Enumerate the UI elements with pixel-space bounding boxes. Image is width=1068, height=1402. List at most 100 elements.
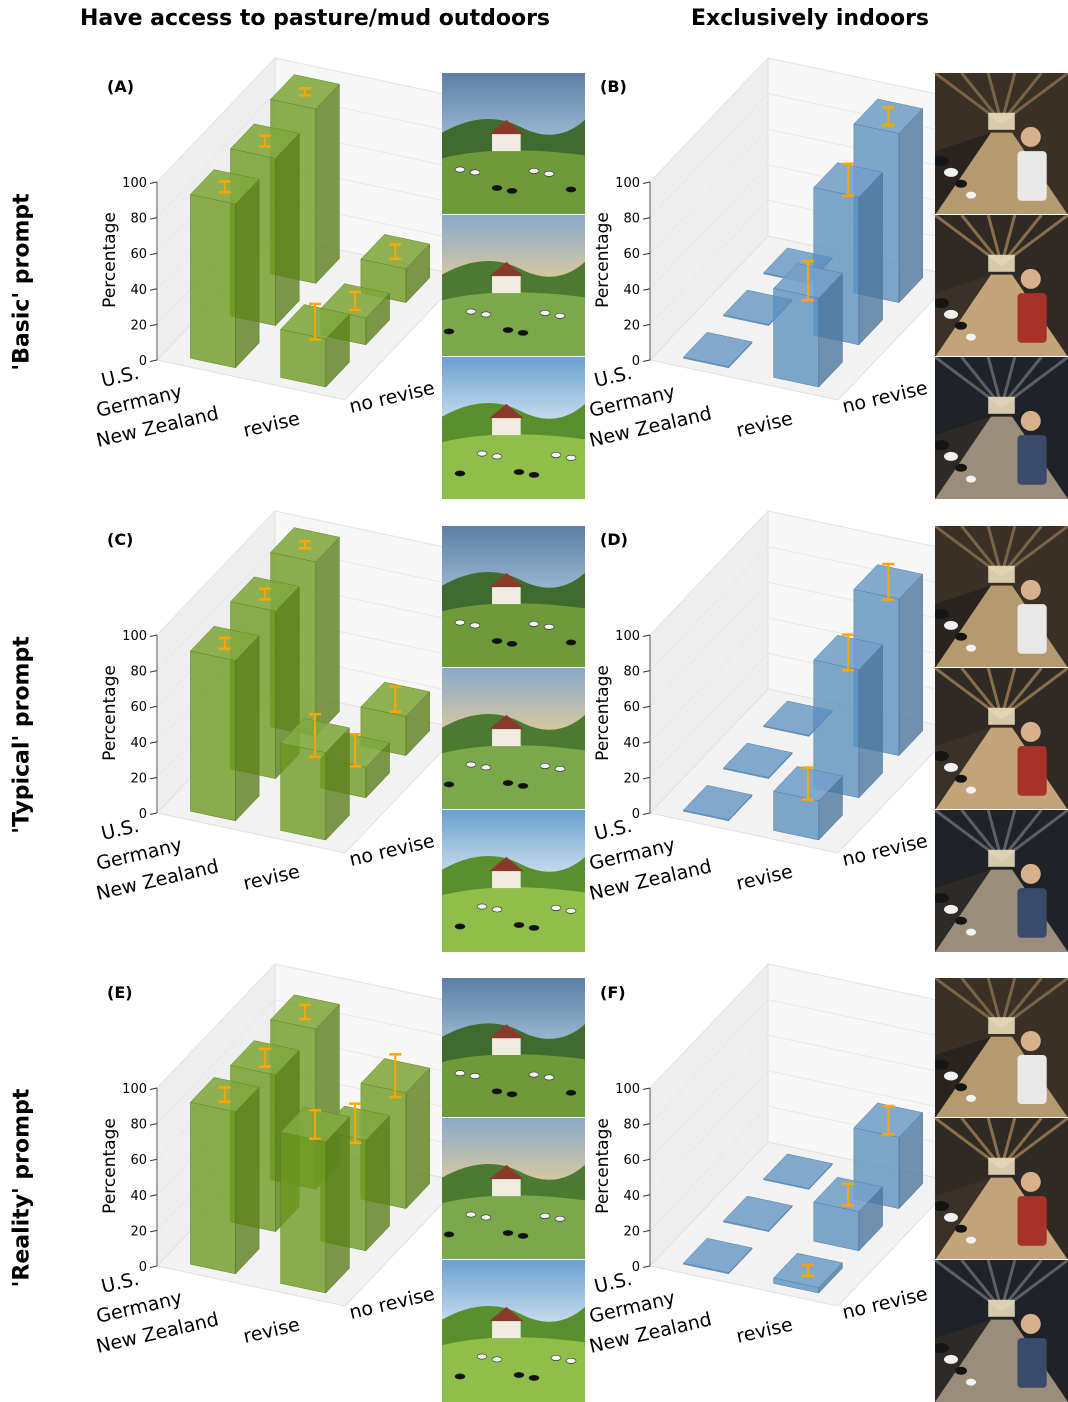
photo-illustration	[935, 215, 1068, 357]
farmhouse	[492, 1037, 521, 1055]
meadow	[442, 292, 585, 357]
z-tick-label: 80	[130, 1118, 147, 1133]
cow	[466, 762, 476, 767]
cow	[944, 905, 958, 914]
z-tick	[643, 777, 650, 779]
person-body	[1017, 1338, 1046, 1388]
indoor-photo	[935, 667, 1068, 810]
y-axis-label: Percentage	[100, 212, 120, 308]
z-tick	[150, 182, 157, 184]
cow	[518, 330, 528, 335]
indoor-photo	[935, 356, 1068, 499]
cow	[966, 1379, 976, 1386]
cow	[944, 168, 958, 177]
cow	[555, 1216, 565, 1221]
z-tick-label: 0	[632, 807, 640, 822]
meadow	[442, 1195, 585, 1260]
country-label: U.S.	[592, 362, 634, 392]
cow	[566, 640, 576, 645]
person-body	[1017, 151, 1046, 201]
cow	[507, 188, 517, 193]
z-tick	[643, 360, 650, 362]
cow	[529, 1375, 539, 1380]
z-tick-label: 20	[623, 1224, 640, 1239]
outdoor-photo	[442, 977, 585, 1118]
panel-letter: (A)	[107, 77, 134, 96]
z-tick	[150, 777, 157, 779]
cow	[540, 1213, 550, 1218]
photo-illustration	[935, 1260, 1068, 1402]
z-tick	[150, 360, 157, 362]
y-axis-label: Percentage	[593, 1118, 613, 1214]
z-tick-label: 60	[130, 247, 147, 262]
bar-side-face	[326, 1117, 350, 1293]
cow	[466, 309, 476, 314]
cow	[481, 765, 491, 770]
person-head	[1021, 127, 1041, 147]
outdoor-photo	[442, 667, 585, 810]
bar-side-face	[899, 574, 923, 755]
farmhouse	[492, 1178, 521, 1196]
z-tick-label: 60	[623, 700, 640, 715]
z-tick	[643, 289, 650, 291]
z-tick	[150, 1266, 157, 1268]
panel-f: (F)020406080100PercentageU.S.GermanyNew …	[588, 981, 933, 1391]
cow	[481, 312, 491, 317]
cow	[503, 327, 513, 332]
cow	[944, 621, 958, 630]
person-head	[1021, 1031, 1041, 1051]
cow	[551, 1355, 561, 1360]
z-tick-label: 80	[130, 212, 147, 227]
cow	[444, 329, 454, 334]
photo-illustration	[935, 73, 1068, 215]
cow	[470, 623, 480, 628]
z-tick-label: 40	[130, 1189, 147, 1204]
cow	[544, 624, 554, 629]
photo-illustration	[442, 978, 585, 1118]
z-tick-label: 40	[130, 283, 147, 298]
condition-label: revise	[241, 408, 302, 442]
panel-letter: (B)	[600, 77, 627, 96]
photo-illustration	[935, 526, 1068, 668]
bar-no-revise-new-zealand	[774, 261, 843, 387]
z-tick-label: 60	[623, 247, 640, 262]
person-head	[1021, 580, 1041, 600]
cow	[455, 924, 465, 929]
photo-illustration	[442, 357, 585, 499]
meadow	[442, 887, 585, 952]
meadow	[442, 1337, 585, 1402]
column-header-indoor: Exclusively indoors	[620, 6, 1000, 31]
cow	[503, 1230, 513, 1235]
z-tick-label: 80	[623, 1118, 640, 1133]
panel-letter: (C)	[107, 530, 133, 549]
column-header-outdoor: Have access to pasture/mud outdoors	[30, 6, 600, 31]
cow	[955, 633, 967, 641]
indoor-photo	[935, 1259, 1068, 1402]
z-tick	[150, 813, 157, 815]
panel-letter: (E)	[107, 983, 133, 1002]
cow	[514, 469, 524, 474]
cow	[966, 334, 976, 341]
photo-illustration	[935, 357, 1068, 499]
cow	[492, 1357, 502, 1362]
z-tick-label: 20	[130, 771, 147, 786]
country-label: U.S.	[592, 815, 634, 845]
z-tick	[643, 324, 650, 326]
cow	[481, 1215, 491, 1220]
cow	[955, 464, 967, 472]
z-tick-label: 100	[615, 176, 640, 191]
meadow	[442, 1054, 585, 1118]
z-tick	[643, 1195, 650, 1197]
cow	[540, 310, 550, 315]
person-head	[1021, 864, 1041, 884]
person-body	[1017, 746, 1046, 796]
cow	[966, 476, 976, 483]
condition-label: revise	[241, 1314, 302, 1348]
outdoor-photo	[442, 214, 585, 357]
cow	[966, 929, 976, 936]
person-body	[1017, 1196, 1046, 1246]
light-opening	[988, 1017, 1015, 1034]
cow	[944, 452, 958, 461]
bar-side-face	[316, 537, 340, 736]
cow	[944, 1213, 958, 1222]
